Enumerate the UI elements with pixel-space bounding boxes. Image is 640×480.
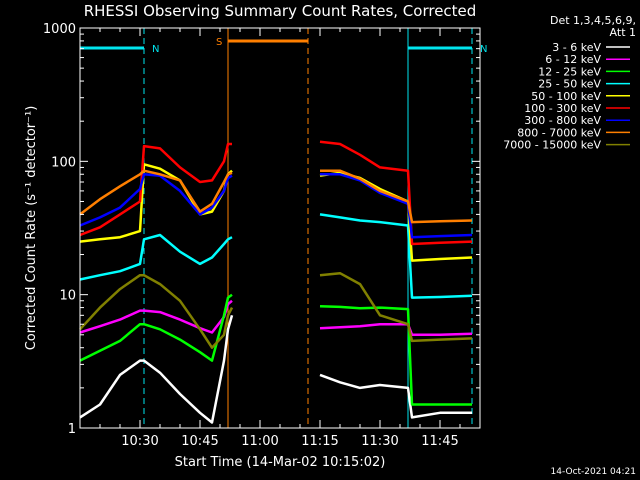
axes: 10:30 10:45 11:00 11:15 11:30 11:45 1 10 100 1000: [43, 22, 481, 449]
plot-area: N NS: [79, 28, 487, 428]
series-line-0: [79, 314, 472, 424]
y-axis-label: Corrected Count Rate (s⁻¹ detector⁻¹): [24, 106, 39, 351]
legend-header-attenuator: Att 1: [610, 26, 636, 39]
series-line-3: [79, 213, 473, 299]
legend-label-2: 12 - 25 keV: [538, 65, 601, 78]
legend-header-detectors: Det 1,3,4,5,6,9,: [550, 14, 636, 27]
x-tick-label-5: 11:45: [421, 434, 458, 449]
x-tick-label-4: 11:30: [361, 434, 398, 449]
series-line-8: [79, 271, 473, 349]
series-line-7: [79, 169, 473, 224]
legend-label-4: 50 - 100 keV: [531, 90, 601, 103]
legend-label-7: 800 - 7000 keV: [517, 126, 601, 139]
x-axis-label: Start Time (14-Mar-02 10:15:02): [175, 455, 386, 470]
series-line-2: [79, 293, 472, 406]
series-line-6: [79, 173, 473, 239]
series-line-5: [79, 140, 473, 246]
y-tick-label-1: 10: [59, 289, 76, 304]
x-tick-label-2: 11:00: [241, 434, 278, 449]
marker-label-2: S: [216, 37, 222, 48]
x-tick-label-1: 10:45: [181, 434, 218, 449]
chart-title: RHESSI Observing Summary Count Rates, Co…: [84, 2, 477, 20]
legend-label-3: 25 - 50 keV: [538, 78, 601, 91]
x-tick-label-3: 11:15: [301, 434, 338, 449]
marker-label-0: N: [152, 44, 159, 55]
legend-label-5: 100 - 300 keV: [524, 102, 601, 115]
y-tick-label-2: 100: [51, 155, 76, 170]
footer-date: 14-Oct-2021 04:21: [551, 467, 636, 477]
legend-label-6: 300 - 800 keV: [524, 114, 601, 127]
y-tick-label-0: 1: [68, 422, 76, 437]
marker-label-1: N: [480, 44, 487, 55]
x-tick-label-0: 10:30: [121, 434, 158, 449]
legend-label-8: 7000 - 15000 keV: [503, 139, 601, 152]
y-tick-label-3: 1000: [43, 22, 76, 37]
legend-label-1: 6 - 12 keV: [545, 53, 601, 66]
legend-label-0: 3 - 6 keV: [552, 41, 601, 54]
